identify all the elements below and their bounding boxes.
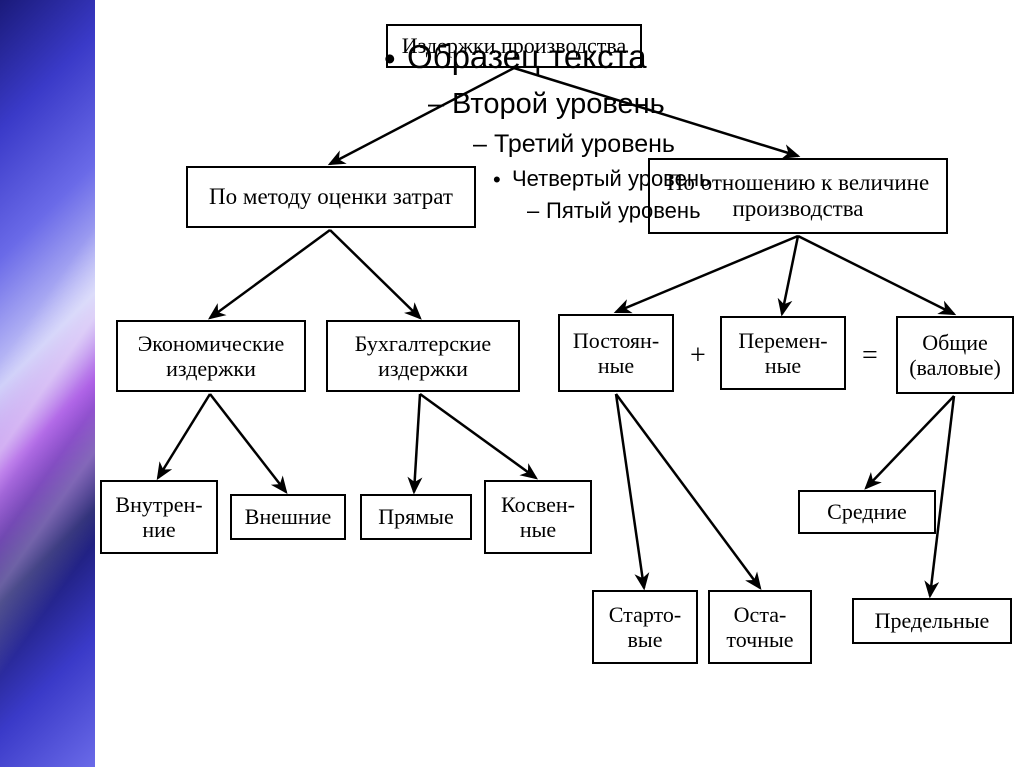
overlay-bullet: •	[493, 167, 501, 193]
edge	[210, 394, 286, 492]
node-label: Постоян- ные	[573, 328, 659, 379]
operator-=: =	[862, 340, 878, 372]
edge	[798, 236, 954, 314]
node-label: Экономические издержки	[124, 331, 298, 382]
node-direct: Прямые	[360, 494, 472, 540]
node-econ: Экономические издержки	[116, 320, 306, 392]
node-outer: Внешние	[230, 494, 346, 540]
overlay-bullet: •	[384, 40, 396, 78]
node-total: Общие (валовые)	[896, 316, 1014, 394]
node-avg: Средние	[798, 490, 936, 534]
node-indirect: Косвен- ные	[484, 480, 592, 554]
overlay-bullet: –	[428, 88, 444, 121]
node-label: Косвен- ные	[501, 492, 575, 543]
edge	[866, 396, 954, 488]
overlay-text-level-4: Четвертый уровень	[512, 166, 710, 192]
overlay-bullet: –	[473, 130, 487, 159]
node-label: Оста- точные	[726, 602, 793, 653]
node-label: Предельные	[875, 608, 990, 633]
node-label: Старто- вые	[609, 602, 681, 653]
overlay-bullet: –	[527, 198, 539, 224]
overlay-text-level-1: Образец текста	[407, 38, 647, 76]
node-method: По методу оценки затрат	[186, 166, 476, 228]
node-label: Средние	[827, 499, 907, 524]
edge	[616, 394, 760, 588]
edge	[616, 394, 644, 588]
node-label: Прямые	[378, 504, 453, 529]
overlay-text-level-3: Третий уровень	[494, 130, 675, 159]
overlay-text-level-5: Пятый уровень	[546, 198, 701, 224]
node-remain: Оста- точные	[708, 590, 812, 664]
edge	[616, 236, 798, 312]
node-label: Перемен- ные	[738, 328, 827, 379]
node-var: Перемен- ные	[720, 316, 846, 390]
node-start: Старто- вые	[592, 590, 698, 664]
node-label: Бухгалтерские издержки	[334, 331, 512, 382]
edge	[414, 394, 420, 492]
edge	[158, 394, 210, 478]
node-label: Внешние	[245, 504, 331, 529]
diagram-canvas: Издержки производстваПо методу оценки за…	[0, 0, 1024, 767]
node-marginal: Предельные	[852, 598, 1012, 644]
node-acc: Бухгалтерские издержки	[326, 320, 520, 392]
edge	[782, 236, 798, 314]
node-label: Внутрен- ние	[115, 492, 202, 543]
edge	[330, 230, 420, 318]
node-label: Общие (валовые)	[904, 330, 1006, 381]
node-fixed: Постоян- ные	[558, 314, 674, 392]
overlay-text-level-2: Второй уровень	[452, 88, 665, 121]
edge	[420, 394, 536, 478]
edge	[210, 230, 330, 318]
node-inner: Внутрен- ние	[100, 480, 218, 554]
operator-+: +	[690, 340, 706, 372]
node-label: По методу оценки затрат	[209, 184, 453, 210]
